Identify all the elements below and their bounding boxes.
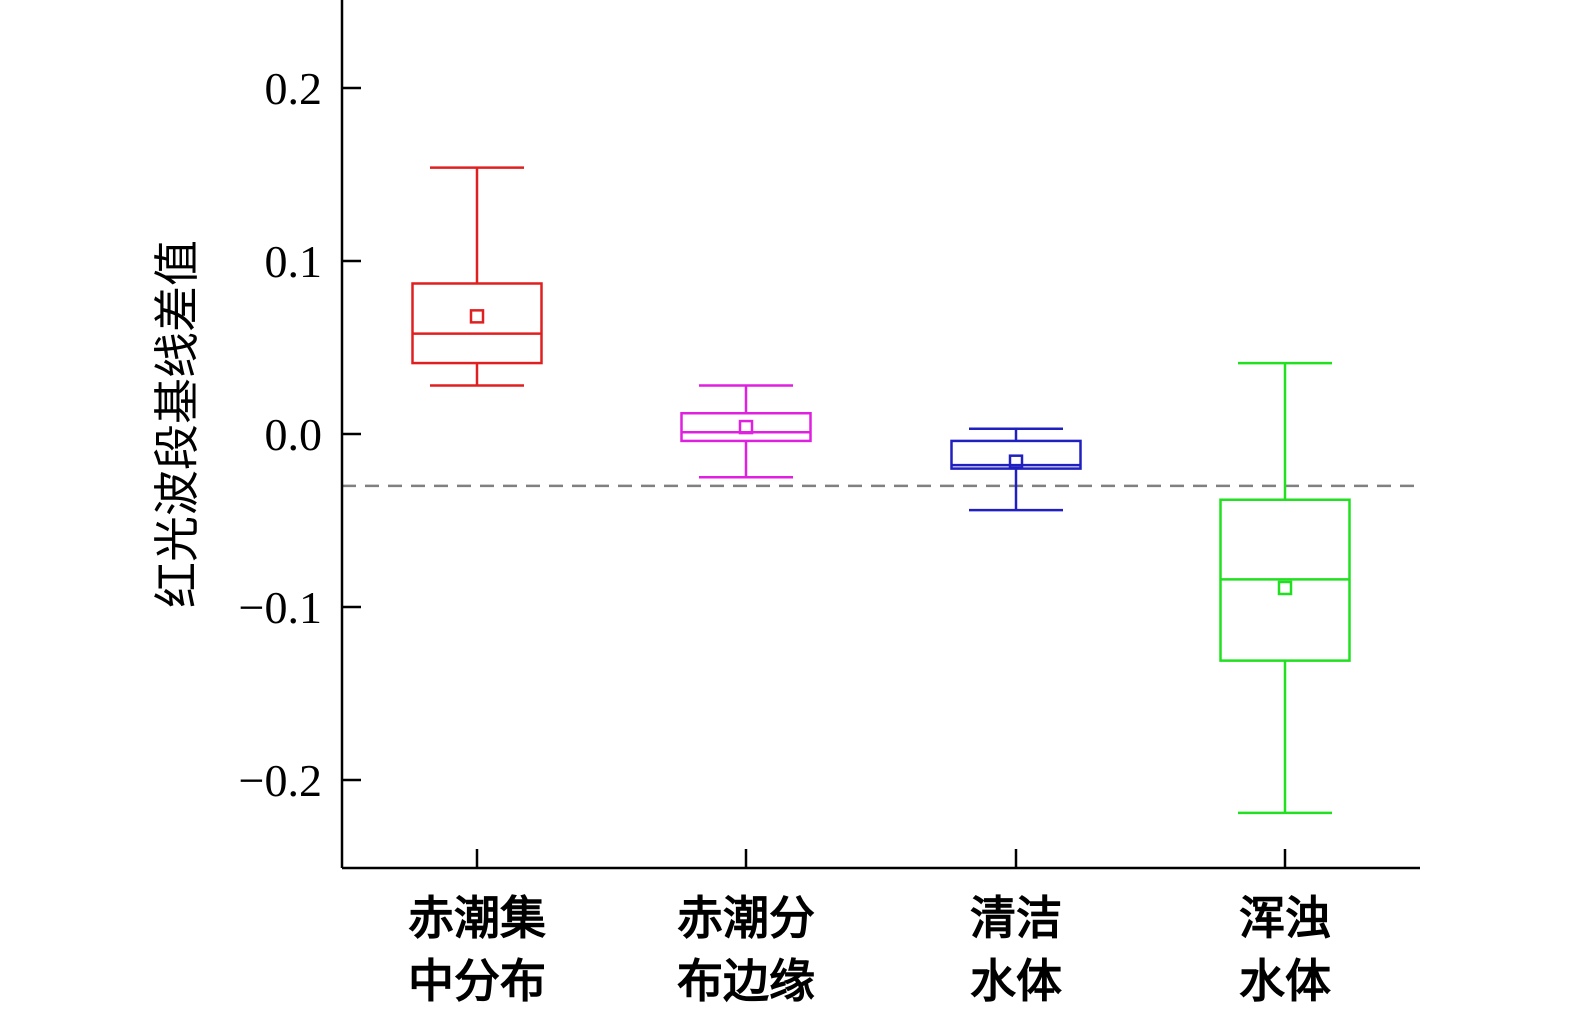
y-axis-title: 红光波段基线差值 [150, 240, 204, 608]
boxes-layer [411, 166, 1351, 815]
iqr-box-1 [680, 411, 812, 443]
mean-marker-1 [738, 419, 754, 435]
y-tick-label-2: 0.0 [265, 409, 323, 460]
mean-marker-2 [1008, 454, 1024, 469]
y-tick-label-0: 0.2 [265, 63, 323, 114]
y-tick-label-4: −0.2 [239, 755, 322, 806]
box-1 [680, 384, 812, 479]
x-tick-label-1-0: 赤潮分 [677, 891, 815, 945]
box-3 [1219, 361, 1351, 815]
mean-marker-3 [1277, 580, 1293, 596]
mean-marker-0 [469, 309, 485, 324]
x-tick-label-2-0: 清洁 [970, 891, 1062, 945]
iqr-box-0 [411, 282, 543, 365]
box-2 [950, 427, 1082, 512]
y-tick-label-3: −0.1 [239, 582, 322, 633]
box-0 [411, 166, 543, 387]
x-tick-label-0-1: 中分布 [408, 954, 546, 1008]
y-tick-label-1: 0.1 [265, 236, 323, 287]
x-tick-label-1-1: 布边缘 [677, 954, 815, 1008]
x-tick-label-2-1: 水体 [970, 954, 1062, 1008]
x-tick-label-0-0: 赤潮集 [408, 891, 546, 945]
x-tick-label-3-1: 水体 [1239, 954, 1331, 1008]
x-tick-label-3-0: 浑浊 [1239, 891, 1331, 945]
